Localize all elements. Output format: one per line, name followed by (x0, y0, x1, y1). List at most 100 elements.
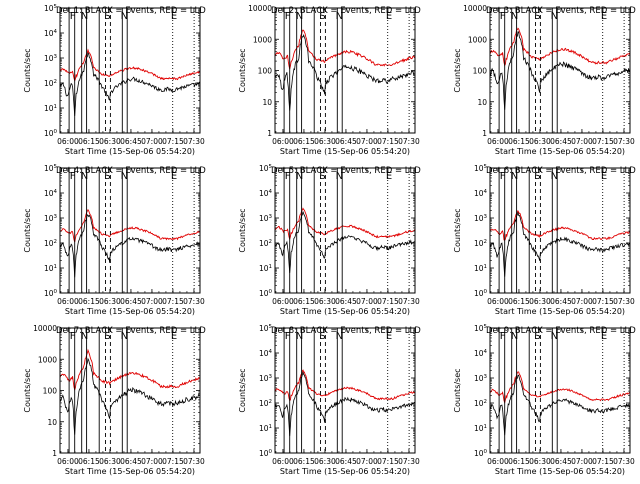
region-label: F (285, 331, 291, 342)
x-tick-label: 06:00 (272, 137, 294, 146)
plot-frame (274, 327, 416, 454)
region-label: E (171, 11, 177, 22)
region-label: S (319, 171, 325, 182)
region-label: F (70, 11, 76, 22)
region-label: S (104, 331, 110, 342)
x-tick-label: 07:00 (356, 137, 378, 146)
series-events-line (490, 211, 630, 277)
region-label: S (104, 171, 110, 182)
y-axis-label: Counts/sec (238, 368, 247, 412)
x-tick-label: 06:15 (508, 137, 530, 146)
region-label: F (500, 331, 506, 342)
x-tick-label: 06:45 (335, 137, 357, 146)
y-axis-label: Counts/sec (23, 368, 32, 412)
region-label: S (319, 331, 325, 342)
y-tick-label: 101 (474, 264, 487, 273)
y-axis-label: Counts/sec (453, 208, 462, 252)
x-tick-label: 06:00 (57, 137, 79, 146)
y-tick-label: 1000 (468, 35, 487, 44)
x-tick-label: 06:15 (78, 297, 100, 306)
y-tick-label: 10000 (33, 324, 57, 333)
x-tick-label: 06:30 (529, 297, 551, 306)
x-tick-label: 06:45 (120, 137, 142, 146)
x-tick-label: 07:00 (141, 457, 163, 466)
y-axis-label: Counts/sec (453, 368, 462, 412)
x-tick-label: 07:00 (141, 137, 163, 146)
y-tick-label: 100 (474, 449, 488, 458)
x-tick-label: 06:15 (508, 457, 530, 466)
y-axis-label: Counts/sec (23, 48, 32, 92)
region-label: N (336, 331, 343, 342)
x-tick-label: 06:15 (293, 137, 315, 146)
x-tick-label: 06:00 (272, 457, 294, 466)
region-label: N (121, 171, 128, 182)
region-label: E (601, 171, 607, 182)
x-axis-label: Start Time (15-Sep-06 05:54:20) (280, 147, 410, 156)
series-lld-line (60, 348, 200, 392)
y-tick-label: 100 (258, 67, 273, 76)
x-axis-label: Start Time (15-Sep-06 05:54:20) (65, 307, 195, 316)
region-label: E (601, 11, 607, 22)
region-label: F (500, 171, 506, 182)
region-label: F (285, 171, 291, 182)
x-tick-label: 06:45 (550, 457, 572, 466)
x-tick-label: 06:30 (314, 297, 336, 306)
x-tick-label: 06:30 (99, 137, 121, 146)
series-events-line (275, 370, 415, 437)
region-label: F (500, 11, 506, 22)
x-tick-label: 07:30 (183, 137, 205, 146)
x-tick-label: 06:00 (487, 457, 509, 466)
series-events-line (60, 357, 200, 435)
x-tick-label: 07:30 (398, 137, 420, 146)
x-axis-label: Start Time (15-Sep-06 05:54:20) (65, 467, 195, 476)
y-tick-label: 102 (259, 399, 272, 408)
x-tick-label: 07:00 (571, 137, 593, 146)
x-axis-label: Start Time (15-Sep-06 05:54:20) (495, 147, 625, 156)
region-label: N (296, 331, 303, 342)
x-tick-label: 07:30 (613, 457, 635, 466)
x-tick-label: 07:15 (377, 297, 399, 306)
y-tick-label: 100 (259, 289, 273, 298)
x-tick-label: 06:45 (120, 297, 142, 306)
plot-frame (489, 327, 631, 454)
x-axis-label: Start Time (15-Sep-06 05:54:20) (280, 467, 410, 476)
y-tick-label: 105 (259, 164, 273, 173)
region-label: N (336, 11, 343, 22)
y-tick-label: 100 (43, 387, 58, 396)
y-tick-label: 1 (267, 129, 272, 138)
x-tick-label: 06:45 (550, 137, 572, 146)
y-tick-label: 104 (44, 29, 58, 38)
region-label: F (285, 11, 291, 22)
x-tick-label: 06:30 (99, 297, 121, 306)
x-tick-label: 06:15 (78, 457, 100, 466)
y-tick-label: 103 (44, 54, 58, 63)
y-axis-label: Counts/sec (238, 48, 247, 92)
x-tick-label: 07:30 (613, 137, 635, 146)
x-tick-label: 07:15 (592, 137, 614, 146)
series-events-line (275, 34, 415, 111)
x-tick-label: 06:15 (293, 457, 315, 466)
y-tick-label: 101 (259, 264, 272, 273)
region-label: E (386, 171, 392, 182)
x-tick-label: 06:30 (314, 137, 336, 146)
y-tick-label: 103 (44, 214, 58, 223)
y-tick-label: 101 (474, 424, 487, 433)
region-label: N (121, 331, 128, 342)
region-label: F (70, 171, 76, 182)
x-tick-label: 07:15 (377, 137, 399, 146)
plot-frame (489, 7, 631, 134)
y-tick-label: 105 (44, 4, 58, 13)
y-tick-label: 104 (259, 189, 273, 198)
x-tick-label: 07:00 (141, 297, 163, 306)
x-tick-label: 06:45 (120, 457, 142, 466)
region-label: N (511, 331, 518, 342)
x-tick-label: 07:00 (571, 457, 593, 466)
y-tick-label: 105 (44, 164, 58, 173)
x-tick-label: 07:30 (613, 297, 635, 306)
y-tick-label: 10000 (463, 4, 487, 13)
x-axis-label: Start Time (15-Sep-06 05:54:20) (65, 147, 195, 156)
